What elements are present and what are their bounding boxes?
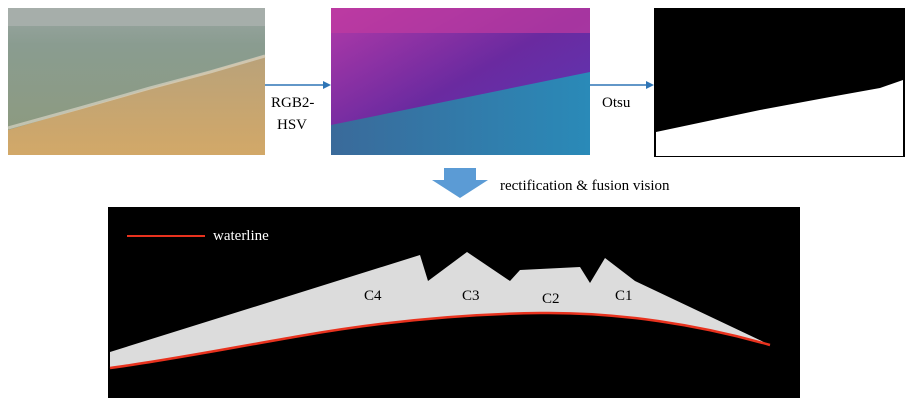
input-image — [8, 8, 265, 155]
conversion-label: HSV — [277, 117, 307, 133]
region-label: C4 — [364, 288, 382, 304]
result-panel — [108, 207, 800, 398]
region-label: C3 — [462, 288, 480, 304]
fusion-label: rectification & fusion vision — [500, 178, 670, 194]
legend-label: waterline — [213, 228, 269, 244]
diagram: RGB2- HSV Otsu rectification & fusion vi… — [0, 0, 906, 401]
region-label: C1 — [615, 288, 633, 304]
hsv-image — [331, 8, 590, 155]
conversion-label: RGB2- — [271, 95, 314, 111]
region-label: C2 — [542, 291, 560, 307]
threshold-label: Otsu — [602, 95, 631, 111]
otsu-image — [654, 8, 905, 157]
fusion-arrow — [432, 168, 488, 198]
